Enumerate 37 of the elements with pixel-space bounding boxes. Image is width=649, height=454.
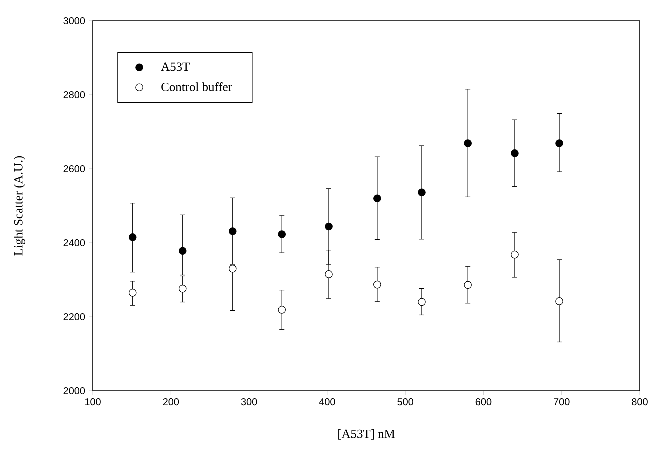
legend-label: A53T (161, 62, 190, 72)
point (278, 306, 286, 314)
point (128, 289, 137, 297)
point (178, 284, 187, 293)
y-tick-label: 3000 (64, 17, 86, 25)
point (374, 194, 382, 202)
point (325, 270, 333, 278)
point (418, 298, 426, 306)
legend-label: Control buffer (162, 82, 232, 92)
point (418, 188, 426, 197)
x-tick-label: 800 (632, 398, 648, 406)
point (178, 247, 187, 256)
point (464, 140, 472, 148)
y-tick-label: 2800 (64, 91, 86, 99)
point (128, 234, 137, 242)
x-tick-label: 700 (554, 398, 570, 406)
point (278, 230, 286, 238)
point (511, 150, 519, 158)
point (464, 281, 472, 290)
y-tick-label: 2400 (64, 239, 86, 247)
point (556, 140, 564, 148)
x-tick-label: 300 (241, 398, 258, 406)
y-tick-label: 2200 (64, 313, 86, 321)
point (511, 250, 519, 259)
point (325, 222, 333, 231)
x-tick-label: 600 (476, 398, 492, 406)
x-tick-label: 400 (319, 398, 336, 406)
x-tick-label: 500 (398, 398, 414, 406)
x-axis-title: [A53T] nM (338, 430, 396, 440)
point (228, 228, 237, 236)
point (374, 280, 382, 289)
x-tick-label: 100 (85, 398, 101, 406)
point (556, 298, 564, 306)
y-tick-label: 2000 (64, 387, 86, 395)
y-tick-label: 2600 (64, 165, 86, 173)
x-tick-label: 200 (163, 398, 180, 406)
y-axis-title: Light Scatter (A.U.) (14, 156, 26, 256)
